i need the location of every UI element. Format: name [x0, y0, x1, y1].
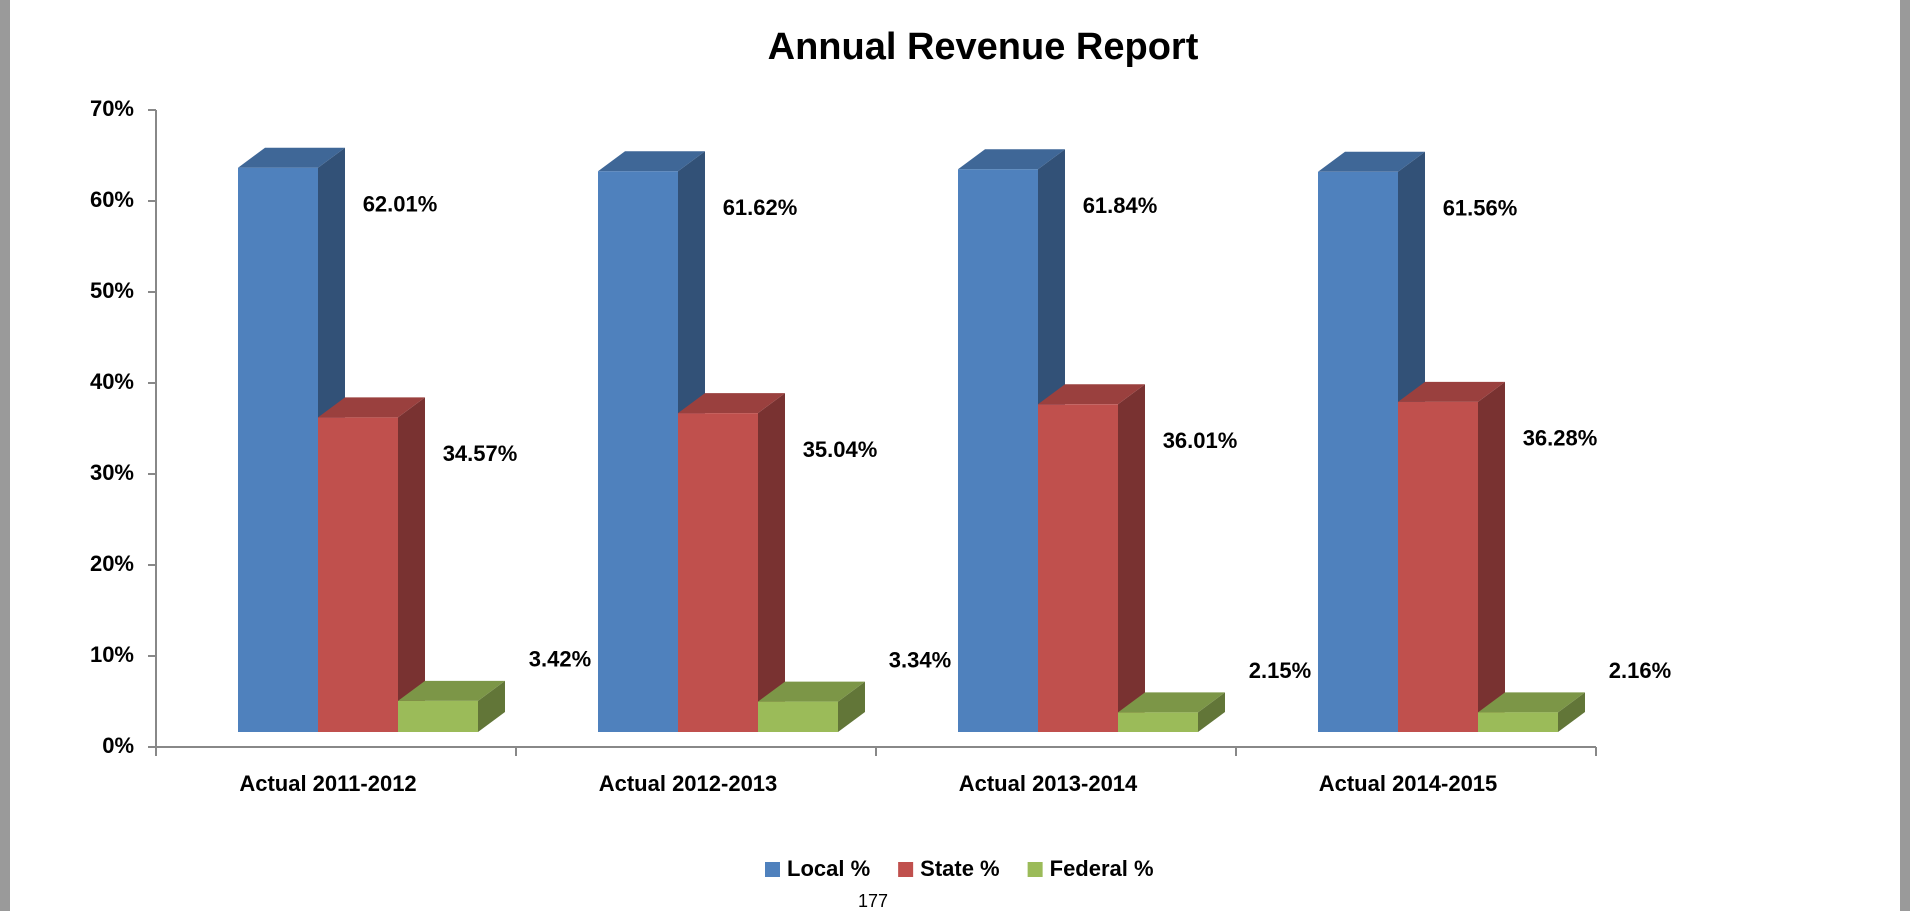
- y-tick-label: 20%: [90, 551, 134, 576]
- y-tick-label: 0%: [102, 733, 134, 758]
- bar: [1318, 171, 1398, 732]
- bar: [758, 701, 838, 732]
- legend-label: Federal %: [1050, 856, 1154, 881]
- right-border: [1900, 0, 1910, 911]
- bar-side: [1198, 692, 1225, 732]
- y-tick-label: 50%: [90, 278, 134, 303]
- legend-swatch: [1027, 862, 1043, 877]
- bar-top: [398, 680, 505, 701]
- bar-top: [1038, 384, 1145, 405]
- bar-side: [1558, 692, 1585, 732]
- value-label: 2.15%: [1249, 658, 1311, 683]
- bar-side: [478, 680, 505, 732]
- bar: [238, 167, 318, 733]
- bar-side: [1478, 381, 1505, 732]
- bar-top: [1118, 692, 1225, 713]
- bar: [318, 417, 398, 732]
- bar: [1478, 712, 1558, 732]
- value-label: 36.28%: [1523, 426, 1598, 451]
- bar-top: [1478, 692, 1585, 713]
- legend-swatch: [898, 862, 914, 877]
- page-number: 177: [858, 891, 888, 911]
- bar-top: [598, 151, 705, 172]
- legend-label: Local %: [787, 856, 870, 881]
- y-tick-label: 70%: [90, 96, 134, 121]
- bar-side: [1118, 384, 1145, 732]
- value-label: 3.34%: [889, 647, 951, 672]
- value-label: 61.62%: [723, 195, 798, 220]
- bar-side: [758, 393, 785, 732]
- y-tick-label: 40%: [90, 369, 134, 394]
- bar-side: [838, 681, 865, 732]
- bar-top: [1398, 381, 1505, 402]
- bar-top: [758, 681, 865, 702]
- legend-label: State %: [920, 856, 999, 881]
- x-tick-label: Actual 2012-2013: [599, 771, 778, 796]
- value-label: 3.42%: [529, 647, 591, 672]
- value-label: 61.56%: [1443, 196, 1518, 221]
- bar: [1398, 401, 1478, 732]
- x-tick-label: Actual 2013-2014: [959, 771, 1138, 796]
- value-label: 62.01%: [363, 192, 438, 217]
- bar: [1118, 712, 1198, 732]
- bar-top: [678, 393, 785, 414]
- y-tick-label: 30%: [90, 460, 134, 485]
- value-label: 2.16%: [1609, 658, 1671, 683]
- y-tick-label: 10%: [90, 642, 134, 667]
- bar: [958, 169, 1038, 733]
- chart-title: Annual Revenue Report: [768, 26, 1199, 68]
- value-label: 35.04%: [803, 437, 878, 462]
- value-label: 36.01%: [1163, 428, 1238, 453]
- bar-top: [958, 149, 1065, 170]
- bar: [598, 171, 678, 732]
- y-tick-label: 60%: [90, 187, 134, 212]
- legend-swatch: [765, 862, 780, 877]
- value-label: 61.84%: [1083, 193, 1158, 218]
- value-label: 34.57%: [443, 441, 518, 466]
- bar: [1038, 404, 1118, 732]
- x-tick-label: Actual 2014-2015: [1319, 771, 1498, 796]
- x-tick-label: Actual 2011-2012: [239, 771, 416, 796]
- bar-top: [318, 397, 425, 418]
- bar-top: [238, 147, 345, 168]
- bar-side: [398, 397, 425, 732]
- bar: [678, 413, 758, 732]
- left-border: [0, 0, 10, 911]
- bar-top: [1318, 151, 1425, 172]
- bar: [398, 700, 478, 732]
